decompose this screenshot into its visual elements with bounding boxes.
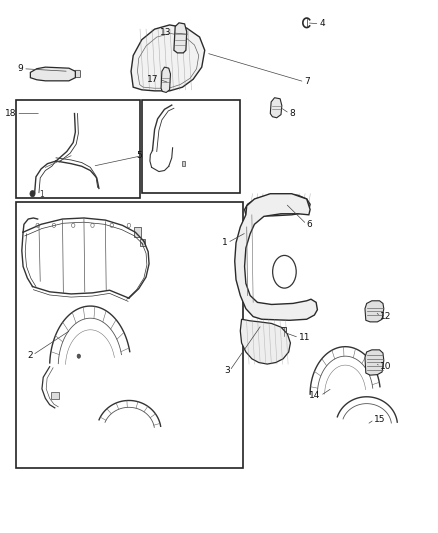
FancyBboxPatch shape: [74, 70, 81, 78]
Text: 1: 1: [222, 238, 227, 247]
Polygon shape: [240, 319, 290, 364]
Ellipse shape: [65, 72, 69, 76]
Text: 4: 4: [320, 19, 325, 28]
Polygon shape: [161, 67, 170, 92]
Text: 11: 11: [299, 333, 311, 342]
Text: 2: 2: [27, 351, 32, 360]
Ellipse shape: [39, 72, 43, 76]
Bar: [182, 161, 185, 166]
Ellipse shape: [272, 255, 296, 288]
Text: 1: 1: [39, 190, 44, 199]
Text: 10: 10: [380, 362, 392, 371]
Circle shape: [77, 354, 81, 358]
Text: 8: 8: [290, 109, 295, 118]
Bar: [142, 100, 240, 192]
Text: 17: 17: [148, 75, 159, 84]
Text: 13: 13: [160, 28, 172, 37]
Polygon shape: [270, 98, 282, 118]
Text: 14: 14: [309, 391, 321, 400]
Polygon shape: [30, 67, 75, 81]
Bar: [140, 239, 145, 246]
Polygon shape: [174, 23, 187, 53]
Bar: [51, 392, 59, 399]
Bar: [16, 201, 243, 468]
Text: 5: 5: [136, 151, 142, 160]
Text: 12: 12: [380, 312, 392, 321]
Bar: [16, 100, 141, 198]
Text: 7: 7: [304, 77, 310, 86]
Text: 18: 18: [5, 109, 16, 118]
Text: 6: 6: [307, 220, 312, 229]
Text: 9: 9: [18, 64, 23, 73]
Circle shape: [30, 191, 35, 197]
Text: 3: 3: [224, 366, 230, 375]
Bar: [281, 327, 286, 336]
Polygon shape: [365, 350, 384, 375]
Ellipse shape: [52, 72, 56, 76]
Polygon shape: [365, 301, 384, 322]
Polygon shape: [235, 193, 318, 320]
Polygon shape: [244, 193, 310, 216]
Bar: [134, 227, 141, 238]
Text: 15: 15: [374, 415, 386, 424]
Polygon shape: [131, 25, 205, 91]
